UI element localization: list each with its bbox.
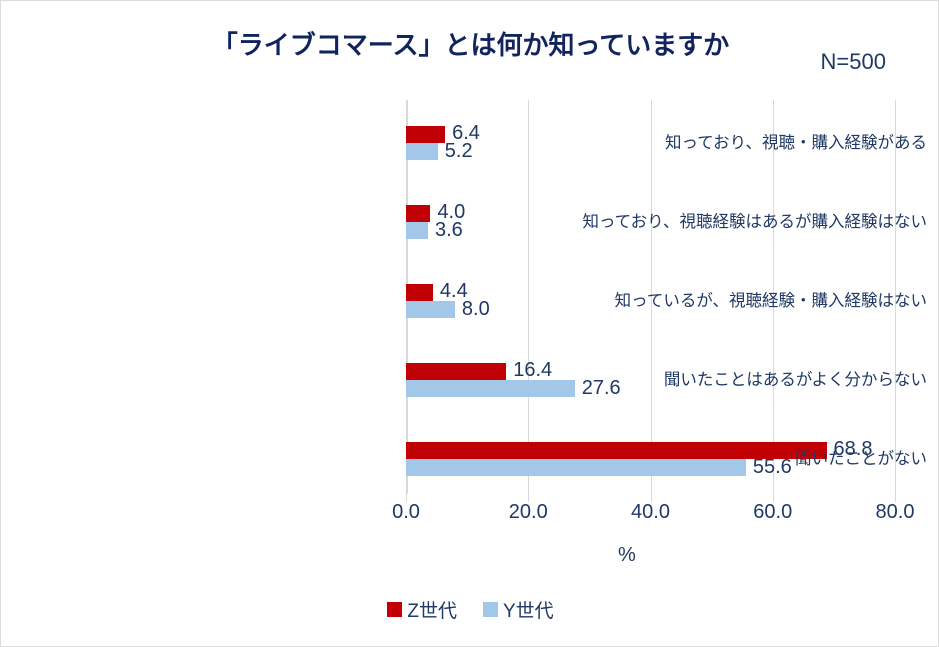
bar-group: 16.4 27.6 bbox=[406, 358, 895, 399]
legend-label: Z世代 bbox=[407, 601, 457, 622]
x-axis-tickmark bbox=[772, 494, 774, 502]
gridline bbox=[772, 100, 774, 494]
legend-swatch-icon bbox=[482, 602, 498, 617]
x-axis-tick-label: 0.0 bbox=[392, 501, 420, 523]
x-axis-title: % bbox=[618, 544, 636, 566]
bar-value-label: 8.0 bbox=[461, 298, 490, 320]
bar-z-generation[interactable] bbox=[406, 284, 433, 301]
x-axis-tickmark bbox=[895, 494, 896, 502]
bar-value-label: 68.8 bbox=[833, 437, 873, 460]
bar-y-generation[interactable] bbox=[406, 458, 746, 476]
bar-value-label: 16.4 bbox=[513, 358, 553, 381]
bar-value-label: 27.6 bbox=[581, 376, 621, 399]
x-axis-tickmark bbox=[406, 494, 407, 502]
sample-size-annotation: N=500 bbox=[820, 49, 886, 74]
legend-item[interactable]: Z世代 bbox=[387, 596, 457, 623]
y-axis-category-label: 知っており、視聴経験はあるが購入経験はない bbox=[582, 213, 927, 232]
bar-y-generation[interactable] bbox=[406, 379, 575, 397]
x-axis-tick-label: 20.0 bbox=[508, 501, 548, 523]
bar-group: 4.4 8.0 bbox=[406, 280, 895, 320]
x-axis-tick-label: 60.0 bbox=[753, 501, 793, 523]
bar-z-generation[interactable] bbox=[406, 441, 827, 459]
legend-label: Y世代 bbox=[502, 601, 554, 622]
x-axis-tick-label: 80.0 bbox=[875, 501, 915, 523]
bar-y-generation[interactable] bbox=[406, 301, 455, 318]
bar-value-label: 4.0 bbox=[437, 201, 466, 224]
y-axis-category-label: 知っているが、視聴経験・購入経験はない bbox=[614, 292, 927, 310]
legend-swatch-icon bbox=[387, 602, 403, 617]
bar-y-generation[interactable] bbox=[406, 143, 438, 161]
bar-z-generation[interactable] bbox=[406, 126, 446, 144]
bar-value-label: 55.6 bbox=[752, 455, 792, 478]
x-axis-tickmark bbox=[528, 494, 530, 502]
y-axis-category-label: 聞いたことがない bbox=[795, 449, 927, 468]
x-axis-tick-label: 40.0 bbox=[631, 501, 670, 523]
y-axis-category-label: 聞いたことはあるがよく分からない bbox=[663, 370, 927, 389]
y-axis-category-label: 知っており、視聴・購入経験がある bbox=[664, 134, 927, 153]
bar-value-label: 5.2 bbox=[444, 140, 473, 163]
chart-legend: Z世代 Y世代 bbox=[1, 596, 938, 623]
bar-group: 4.0 3.6 bbox=[406, 201, 895, 242]
bar-z-generation[interactable] bbox=[406, 205, 431, 223]
bar-value-label: 3.6 bbox=[435, 219, 463, 242]
chart-title: 「ライブコマース」とは何か知っていますか bbox=[211, 30, 730, 60]
bar-z-generation[interactable] bbox=[406, 362, 507, 380]
bar-group: 68.8 55.6 bbox=[406, 437, 895, 478]
bar-y-generation[interactable] bbox=[406, 222, 428, 240]
gridline bbox=[650, 100, 652, 494]
gridline bbox=[895, 100, 896, 494]
gridline bbox=[528, 100, 530, 494]
legend-item[interactable]: Y世代 bbox=[482, 596, 554, 623]
bar-value-label: 4.4 bbox=[439, 280, 468, 302]
bar-value-label: 6.4 bbox=[452, 122, 480, 145]
bar-group: 6.4 5.2 bbox=[406, 122, 895, 163]
plot-area: 6.4 5.2 4.0 3.6 4.4 8.0 16.4 27.6 68.8 55.6 bbox=[406, 100, 896, 494]
x-axis-tickmark bbox=[650, 494, 652, 502]
